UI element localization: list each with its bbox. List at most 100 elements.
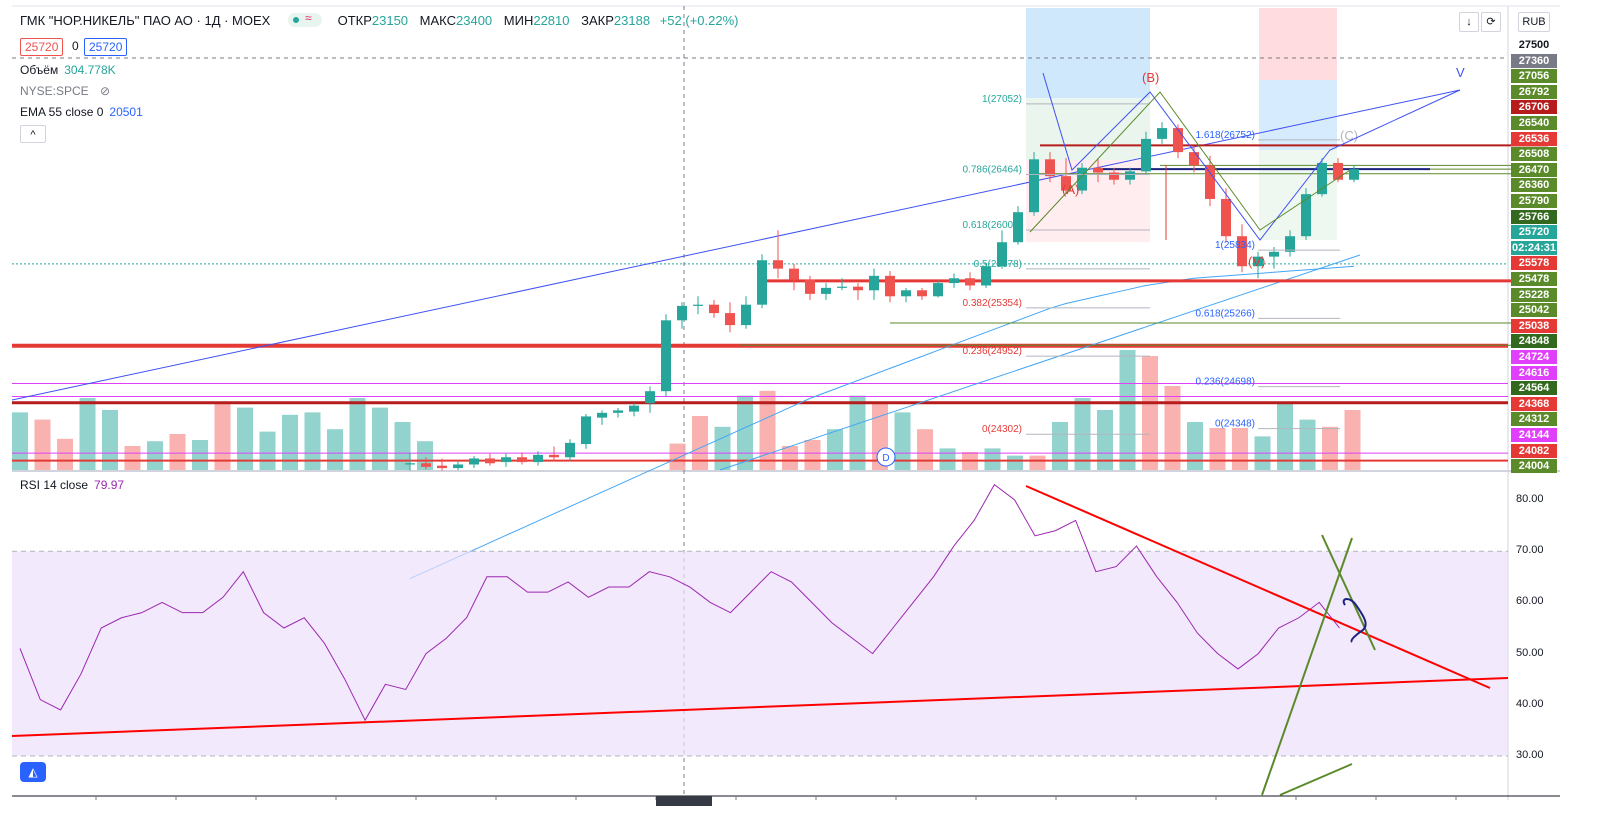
low-label: МИН xyxy=(503,13,534,28)
price-axis-label: 25720 xyxy=(1511,225,1557,240)
volume-bar xyxy=(147,441,163,470)
candle-body xyxy=(1317,162,1327,195)
volume-bar xyxy=(669,443,686,470)
volume-bar xyxy=(102,410,118,470)
volume-bar xyxy=(169,434,186,470)
candle-body xyxy=(597,412,607,418)
candle-body xyxy=(981,266,991,286)
price-axis-label: 25578 xyxy=(1511,256,1557,271)
rsi-axis-label: 80.00 xyxy=(1516,493,1544,505)
volume-bar xyxy=(34,419,51,470)
compare-legend[interactable]: NYSE:SPCE ⊘ xyxy=(20,84,110,98)
volume-bar xyxy=(327,429,343,470)
candle-body xyxy=(469,458,479,465)
ema-line-segment xyxy=(719,254,1361,471)
candle-body xyxy=(1077,167,1087,191)
candle-body xyxy=(1253,256,1263,267)
volume-bar xyxy=(827,429,843,470)
rsi-value: 79.97 xyxy=(94,478,125,492)
candle-body xyxy=(821,287,831,294)
scale-down-button[interactable]: ↓ xyxy=(1459,12,1479,32)
compare-label: NYSE:SPCE xyxy=(20,84,89,98)
rsi-fan-line xyxy=(1261,537,1353,796)
candle-body xyxy=(997,242,1007,267)
fib-level-label: 1(25834) xyxy=(1215,240,1255,251)
sell-button[interactable]: 25720 xyxy=(20,38,64,56)
candle-body xyxy=(917,290,927,297)
volume-bar xyxy=(984,448,1001,470)
candle-body xyxy=(437,465,447,469)
candle-body xyxy=(1221,198,1231,237)
collapse-legend-button[interactable]: ^ xyxy=(20,125,46,143)
fib-level-label: 0.618(26002) xyxy=(963,220,1023,231)
volume-bar xyxy=(917,429,933,470)
candle-body xyxy=(1061,176,1071,191)
candle-body xyxy=(1045,159,1055,177)
price-axis-label: 24616 xyxy=(1511,365,1557,380)
price-axis-label: 26360 xyxy=(1511,178,1557,193)
rsi-label: RSI 14 close xyxy=(20,478,89,492)
fib-level-label: 0.786(26464) xyxy=(963,164,1023,175)
candle-body xyxy=(405,463,415,465)
change-value: +52 (+0.22%) xyxy=(659,13,739,28)
tradingview-logo[interactable]: ◭ xyxy=(20,762,46,782)
price-axis-label: 26470 xyxy=(1511,162,1557,177)
volume-bar xyxy=(1029,455,1046,470)
candle-body xyxy=(613,410,623,413)
price-axis-label: 26792 xyxy=(1511,84,1557,99)
volume-bar xyxy=(782,446,798,470)
volume-legend[interactable]: Объём 304.778K xyxy=(20,63,116,77)
rsi-legend[interactable]: RSI 14 close 79.97 xyxy=(20,478,124,492)
currency-button[interactable]: RUB xyxy=(1518,12,1550,32)
price-axis-label: 26508 xyxy=(1511,147,1557,162)
volume-bar xyxy=(372,407,388,470)
wave-b-label: (B) xyxy=(1142,70,1159,85)
candle-body xyxy=(725,313,735,326)
price-axis-label: 24312 xyxy=(1511,412,1557,427)
volume-bar xyxy=(849,395,866,470)
candle-body xyxy=(709,304,719,314)
close-value: 23188 xyxy=(613,13,651,28)
fib-level-label: 0(24348) xyxy=(1215,419,1255,430)
open-label: ОТКР xyxy=(337,13,372,28)
candle-body xyxy=(693,304,703,306)
price-axis-label: 25478 xyxy=(1511,272,1557,286)
low-value: 22810 xyxy=(533,13,570,28)
price-axis-label: 24848 xyxy=(1511,334,1557,349)
price-axis-label: 27500 xyxy=(1511,38,1557,52)
volume-bar xyxy=(939,448,956,470)
candle-body xyxy=(741,304,751,326)
candle-body xyxy=(1301,194,1311,237)
candle-body xyxy=(1269,251,1279,257)
candle-body xyxy=(933,283,943,297)
eye-hidden-icon[interactable]: ⊘ xyxy=(100,84,111,98)
close-label: ЗАКР xyxy=(581,13,614,28)
buy-button[interactable]: 25720 xyxy=(84,38,128,56)
fib-level-label: 0(24302) xyxy=(982,424,1022,435)
candle-body xyxy=(805,279,815,294)
channel-path xyxy=(1029,91,1351,233)
trend-line-blue xyxy=(11,89,1461,401)
price-axis-label: 26540 xyxy=(1511,116,1557,130)
rsi-fan-line xyxy=(1279,763,1353,796)
volume-bar xyxy=(1119,350,1136,470)
fib-level-label: 0.236(24698) xyxy=(1196,377,1256,388)
candle-body xyxy=(453,464,463,469)
price-axis-label: 25228 xyxy=(1511,287,1557,302)
high-value: 23400 xyxy=(456,13,493,28)
volume-bar xyxy=(192,440,208,470)
price-axis-label: 27360 xyxy=(1511,53,1557,68)
candle-body xyxy=(421,463,431,467)
candle-body xyxy=(1349,169,1359,180)
candle-body xyxy=(1237,236,1247,267)
volume-label: Объём xyxy=(20,63,59,77)
fullscreen-button[interactable]: ⟳ xyxy=(1481,12,1501,32)
symbol-title[interactable]: ГМК "НОР.НИКЕЛЬ" ПАО АО · 1Д · MOEX xyxy=(20,13,271,28)
candle-body xyxy=(1189,152,1199,166)
price-axis-label: 24724 xyxy=(1511,350,1557,364)
volume-bar xyxy=(894,412,911,470)
wave-iv-label: (V) xyxy=(1248,254,1265,269)
ema-legend[interactable]: EMA 55 close 0 20501 xyxy=(20,105,143,119)
market-status-icon: ≈ xyxy=(287,11,322,27)
